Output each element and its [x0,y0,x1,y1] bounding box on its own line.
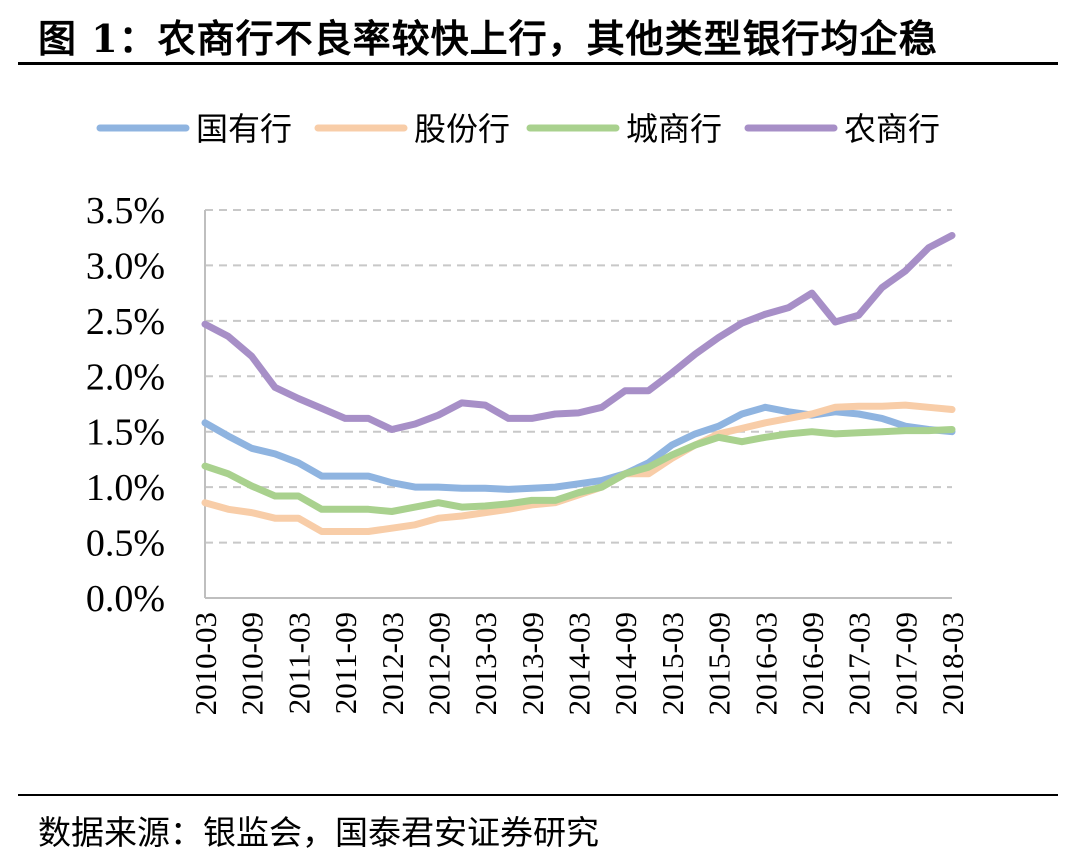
x-tick-label: 2015-03 [655,612,690,715]
x-tick-label: 2012-03 [375,612,410,715]
series-line [201,403,956,493]
x-tick-label: 2013-09 [515,612,550,715]
x-tick-label: 2010-03 [188,612,223,715]
page-title: 图 1：农商行不良率较快上行，其他类型银行均企稳 [38,16,938,61]
x-tick-label: 2018-03 [935,612,970,715]
x-tick-label: 2013-03 [468,612,503,715]
y-tick-label: 2.0% [86,356,165,398]
source-rule [18,794,1058,796]
y-tick-label: 2.5% [86,301,165,343]
x-tick-label: 2017-03 [842,612,877,715]
legend-label: 国有行 [196,110,292,148]
x-tick-label: 2010-09 [235,612,270,715]
x-tick-label: 2012-09 [421,612,456,715]
y-tick-label: 0.5% [86,523,165,565]
x-axis: 2010-03 2010-09 2011-03 2011-09 2012-03 2012-… [188,597,970,715]
x-tick-label: 2016-03 [748,612,783,715]
y-tick-label: 3.5% [86,190,165,232]
y-tick-label: 0.0% [86,578,165,620]
source-note: 数据来源：银监会，国泰君安证券研究 [38,813,599,852]
legend: 国有行 股份行 城商行 农商行 [96,110,940,148]
y-tick-label: 1.5% [86,412,165,454]
y-axis: 0.0% 0.5% 1.0% 1.5% 2.0% 2.5% 3.0% 3.5% [86,190,206,620]
x-tick-label: 2017-09 [888,612,923,715]
series-line [201,232,956,433]
x-tick-label: 2011-03 [281,612,316,714]
line-chart: 国有行 股份行 城商行 农商行 0.0% 0.5% 1.0% 1.5% 2.0% 2.5% 3.0… [86,110,970,715]
title-rule [18,62,1058,65]
series-line [201,426,956,515]
legend-label: 城商行 [626,110,722,148]
y-tick-label: 3.0% [86,245,165,287]
legend-label: 农商行 [844,110,940,148]
x-tick-label: 2016-09 [795,612,830,715]
y-tick-label: 1.0% [86,467,165,509]
x-tick-label: 2014-03 [562,612,597,715]
x-tick-label: 2014-09 [608,612,643,715]
series-lines [201,232,956,535]
x-tick-label: 2015-09 [702,612,737,715]
x-tick-label: 2011-09 [328,612,363,714]
series-line [201,401,956,535]
legend-label: 股份行 [414,110,510,148]
